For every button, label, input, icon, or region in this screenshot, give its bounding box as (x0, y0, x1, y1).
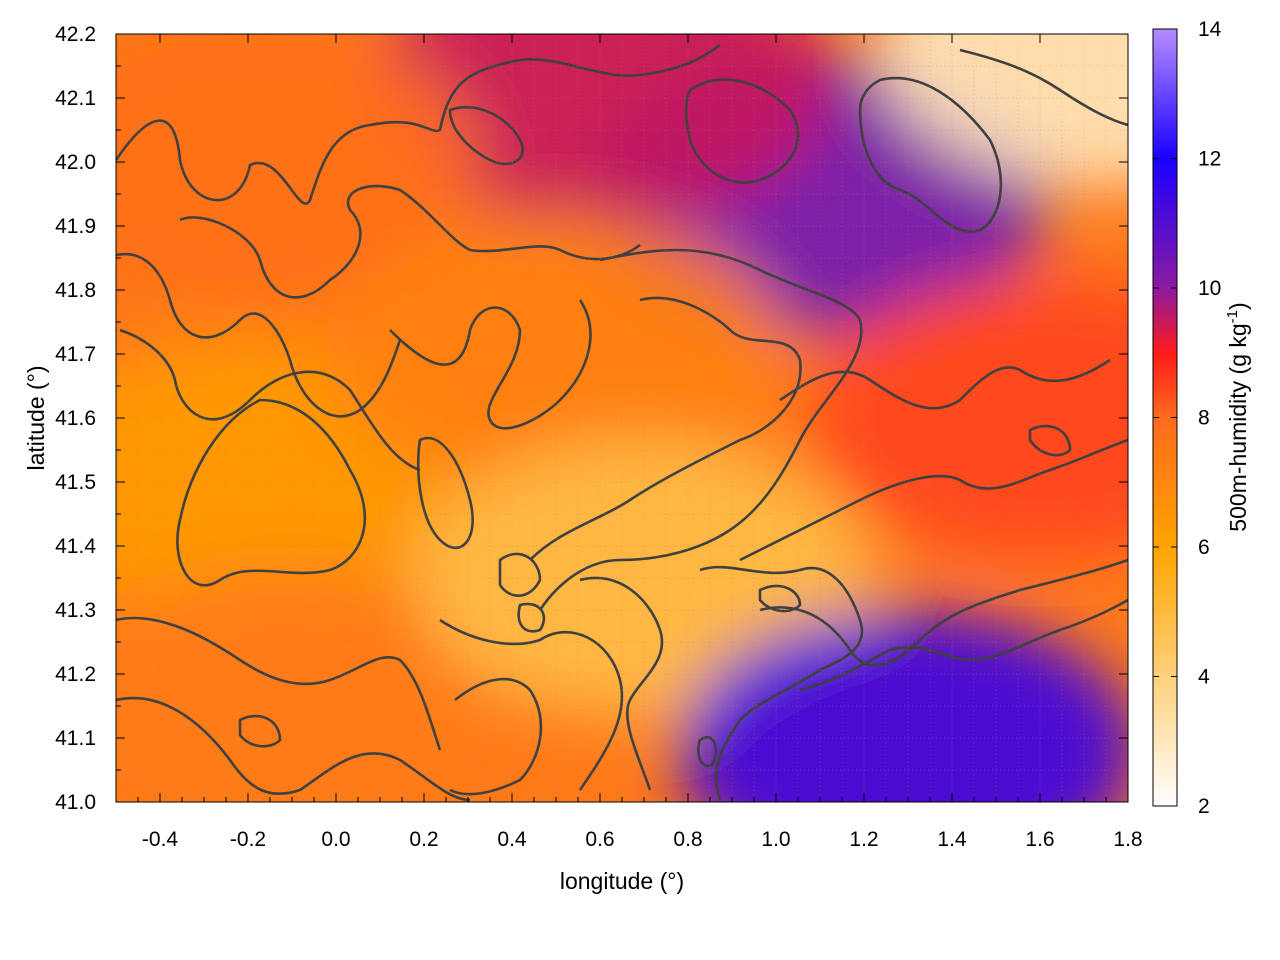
y-tick-label: 41.1 (55, 727, 96, 750)
x-tick-label: -0.4 (142, 828, 179, 851)
contour-line (699, 565, 864, 801)
contour-lines (116, 43, 1128, 802)
x-tick-label: 0.6 (585, 828, 614, 851)
contour-line (448, 106, 524, 166)
contour-line (439, 618, 624, 791)
x-tick-label: 1.6 (1025, 828, 1054, 851)
colorbar-title-main: 500m-humidity (g kg (1225, 323, 1251, 531)
y-tick-label: 42.1 (55, 87, 96, 110)
contour-line (517, 602, 546, 633)
x-tick-label: 0.2 (409, 828, 438, 851)
y-axis-title: latitude (°) (23, 365, 49, 470)
colorbar-tick-label: 6 (1198, 536, 1210, 559)
colorbar-tick-label: 4 (1198, 666, 1210, 689)
y-tick-label: 41.9 (55, 215, 96, 238)
x-tick-label: -0.2 (230, 828, 266, 851)
x-tick-label: 1.8 (1113, 828, 1142, 851)
x-tick-label: 1.2 (849, 828, 878, 851)
y-tick-label: 41.0 (55, 791, 96, 814)
contour-line (959, 48, 1128, 127)
minor-grid (116, 34, 1128, 802)
y-tick-label: 41.4 (55, 535, 96, 558)
contour-line (758, 584, 802, 613)
contour-line (498, 552, 542, 597)
colorbar-tick-label: 2 (1198, 795, 1210, 818)
contour-line (858, 76, 1003, 233)
humidity-region (678, 610, 1128, 802)
x-tick-label: 1.4 (937, 828, 967, 851)
colorbar-tick-label: 14 (1198, 18, 1222, 41)
x-axis-title: longitude (°) (560, 868, 684, 894)
colorbar-tick-label: 8 (1198, 407, 1210, 430)
contour-line (116, 696, 471, 802)
colorbar-title-superscript: -1 (1224, 310, 1241, 323)
contour-line (759, 558, 1128, 667)
humidity-region (876, 34, 1128, 187)
contour-line (697, 736, 717, 768)
colorbar-title: 500m-humidity (g kg-1) (1224, 302, 1251, 531)
colorbar: 2 4 6 8 10 12 14 500m-humidity (g kg-1) (1152, 18, 1251, 818)
colorbar-ticks: 2 4 6 8 10 12 14 (1153, 18, 1222, 818)
contour-line (116, 252, 402, 418)
y-tick-label: 41.2 (55, 663, 96, 686)
colorbar-tick-label: 12 (1198, 148, 1221, 171)
y-tick-label: 42.0 (55, 151, 96, 174)
y-tick-label: 42.2 (55, 23, 96, 46)
contour-line (529, 296, 802, 561)
x-tick-label: 0.8 (673, 828, 702, 851)
contour-line (739, 438, 1128, 562)
y-tick-label: 41.5 (55, 471, 96, 494)
x-tick-label: 0.0 (321, 828, 350, 851)
y-tick-label: 41.7 (55, 343, 96, 366)
contour-line (238, 714, 282, 748)
contour-line (684, 78, 800, 184)
contour-line (449, 677, 543, 796)
humidity-region (370, 34, 830, 226)
contour-line (538, 248, 863, 611)
x-tick-label: 1.0 (761, 828, 790, 851)
y-tick-label: 41.3 (55, 599, 96, 622)
y-axis-ticks: 41.0 41.1 41.2 41.3 41.4 41.5 41.6 41.7 41.8 41.9… (55, 23, 1128, 814)
contour-line (179, 184, 641, 299)
contour-line (389, 299, 592, 430)
contour-line (1028, 424, 1072, 457)
contour-line (779, 358, 1111, 410)
y-tick-label: 41.6 (55, 407, 96, 430)
colorbar-tick-label: 10 (1198, 277, 1221, 300)
contour-line (176, 398, 367, 587)
plot-area (116, 34, 1128, 802)
colorbar-title-tail: ) (1225, 302, 1251, 310)
contour-line (416, 436, 474, 550)
y-tick-label: 41.8 (55, 279, 96, 302)
contour-line (579, 576, 664, 791)
x-axis-ticks: -0.4 -0.2 0.0 0.2 0.4 0.6 0.8 1.0 1.2 1.4 1.6 1.8 (115, 34, 1143, 851)
contour-line (799, 598, 1128, 692)
contour-line (116, 616, 442, 751)
contour-line (119, 328, 421, 472)
x-tick-label: 0.4 (497, 828, 527, 851)
contour-line (116, 43, 721, 205)
humidity-region (116, 34, 478, 302)
